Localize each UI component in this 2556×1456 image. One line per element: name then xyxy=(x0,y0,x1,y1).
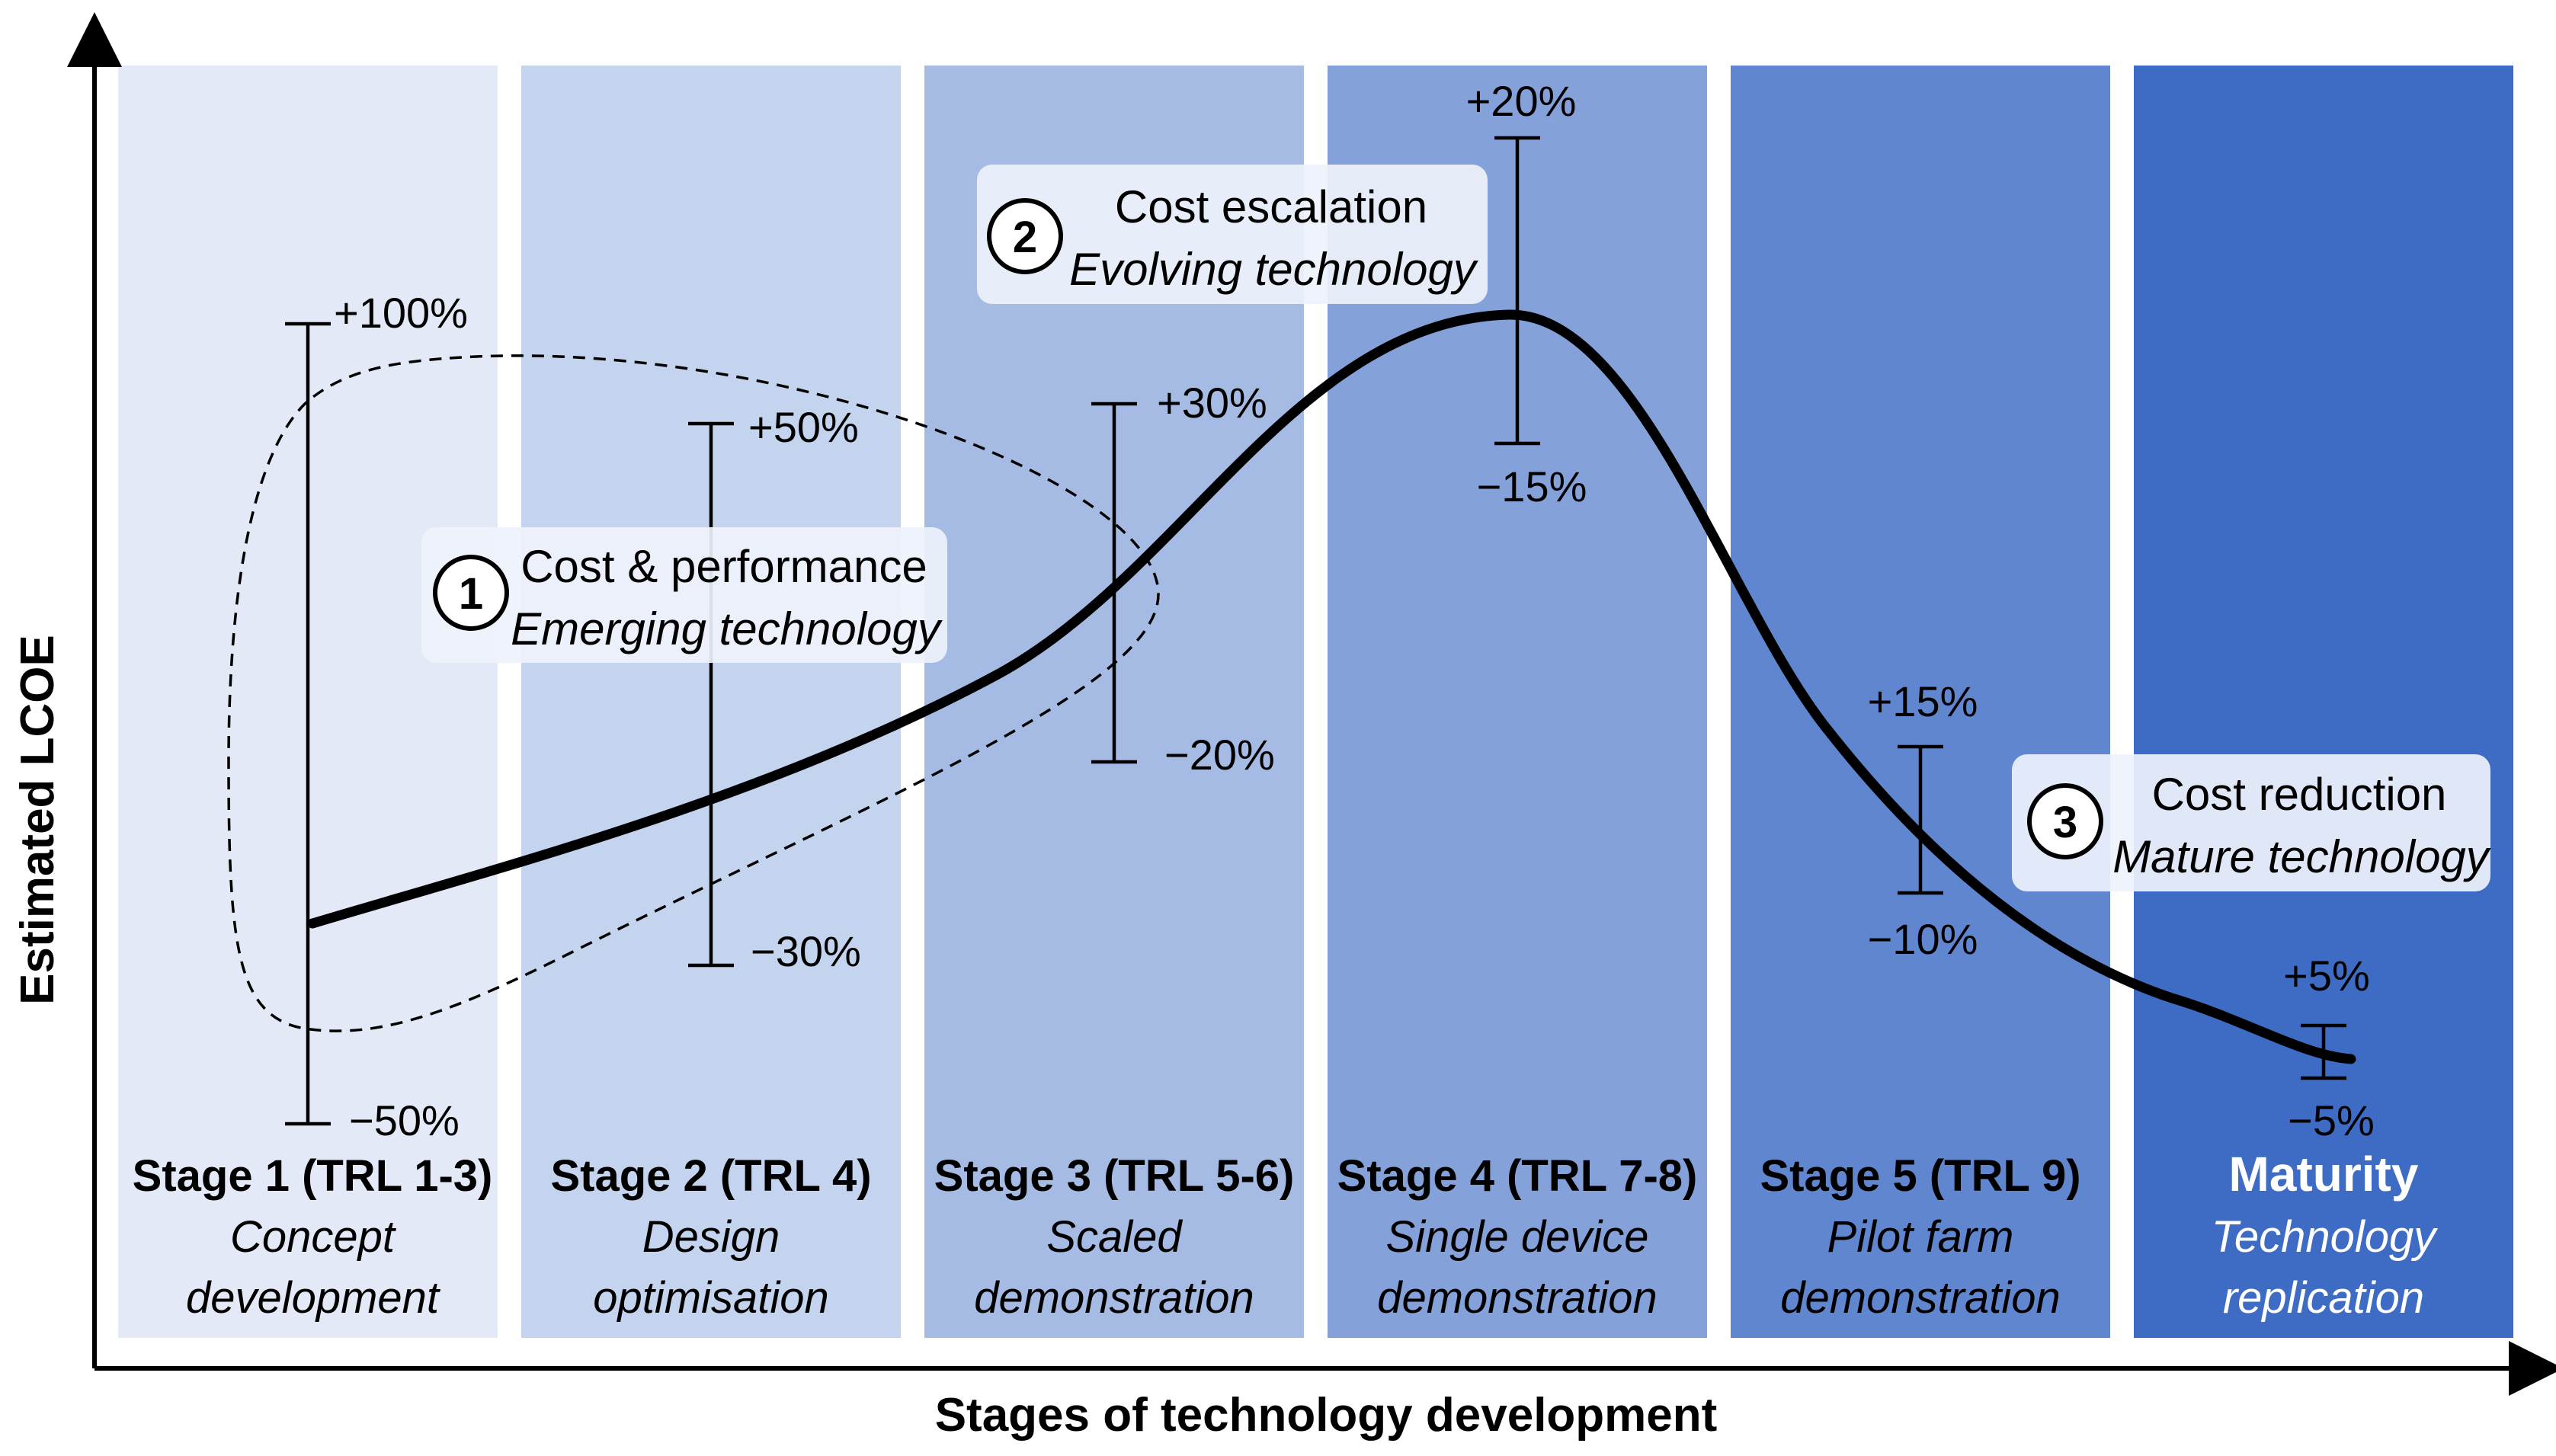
annotation-3-badge xyxy=(2027,783,2103,859)
annotation-1-subtitle: Emerging technology xyxy=(511,603,943,654)
stage-3-title: Stage 3 (TRL 5-6) xyxy=(934,1151,1295,1201)
stage-4-title: Stage 4 (TRL 7-8) xyxy=(1337,1151,1698,1201)
annotation-2-box xyxy=(977,165,1488,304)
y-axis-label: Estimated LCOE xyxy=(11,635,64,1005)
stage-3-line1: Scaled xyxy=(1046,1212,1183,1262)
stage-2-title: Stage 2 (TRL 4) xyxy=(550,1151,871,1201)
stage-label-maturity: Maturity Technology replication xyxy=(2212,1147,2439,1323)
uncertainty-bars xyxy=(285,136,2346,1126)
annotation-3-subtitle: Mature technology xyxy=(2112,831,2492,882)
stage-4-line1: Single device xyxy=(1386,1212,1649,1262)
stage-labels: Stage 1 (TRL 1-3) Concept development St… xyxy=(133,1147,2439,1323)
error-bar-stage-2 xyxy=(688,421,734,968)
stage-5-line1: Pilot farm xyxy=(1827,1212,2014,1262)
stage-1-line2: development xyxy=(186,1273,441,1323)
error-bar-stage-5 xyxy=(1898,744,1943,895)
stage-label-3: Stage 3 (TRL 5-6) Scaled demonstration xyxy=(934,1151,1295,1323)
range-low-maturity: −5% xyxy=(2288,1096,2375,1144)
maturity-line1: Technology xyxy=(2212,1212,2439,1262)
annotation-1-badge xyxy=(433,555,509,631)
annotation-2-number: 2 xyxy=(1013,213,1037,262)
stage-label-5: Stage 5 (TRL 9) Pilot farm demonstration xyxy=(1760,1151,2080,1323)
maturity-line2: replication xyxy=(2223,1273,2424,1323)
stage-label-2: Stage 2 (TRL 4) Design optimisation xyxy=(550,1151,871,1323)
emerging-technology-region xyxy=(227,354,1160,1032)
range-labels: +100% −50% +50% −30% +30% −20% +20% −15%… xyxy=(334,77,2375,1144)
range-high-stage-4: +20% xyxy=(1466,77,1577,125)
annotation-1-number: 1 xyxy=(459,569,483,619)
lcoe-curve xyxy=(307,309,2356,1064)
stage-1-title: Stage 1 (TRL 1-3) xyxy=(133,1151,493,1201)
range-low-stage-4: −15% xyxy=(1477,462,1587,510)
range-low-stage-5: −10% xyxy=(1868,915,1978,963)
annotation-1: 1 Cost & performance Emerging technology xyxy=(421,527,947,663)
annotation-3-box xyxy=(2012,754,2490,891)
stage-band-5 xyxy=(1731,66,2110,1338)
range-high-maturity: +5% xyxy=(2283,952,2370,1000)
range-high-stage-3: +30% xyxy=(1157,379,1267,427)
error-bar-stage-1 xyxy=(285,322,331,1126)
stage-2-line2: optimisation xyxy=(593,1273,828,1323)
annotation-2-subtitle: Evolving technology xyxy=(1069,244,1479,295)
range-low-stage-3: −20% xyxy=(1164,731,1275,779)
stage-1-line1: Concept xyxy=(230,1212,397,1262)
maturity-title: Maturity xyxy=(2229,1147,2419,1202)
stage-5-title: Stage 5 (TRL 9) xyxy=(1760,1151,2080,1201)
error-bar-stage-4 xyxy=(1494,136,1540,446)
stage-4-line2: demonstration xyxy=(1377,1273,1658,1323)
stage-band-maturity xyxy=(2134,66,2513,1338)
stage-label-1: Stage 1 (TRL 1-3) Concept development xyxy=(133,1151,493,1323)
stage-label-4: Stage 4 (TRL 7-8) Single device demonstr… xyxy=(1337,1151,1698,1323)
annotation-1-title: Cost & performance xyxy=(520,541,927,592)
range-high-stage-5: +15% xyxy=(1868,677,1978,725)
x-axis-label: Stages of technology development xyxy=(935,1389,1718,1442)
annotation-3-title: Cost reduction xyxy=(2152,769,2447,820)
annotation-2-title: Cost escalation xyxy=(1115,181,1427,232)
annotation-2-badge xyxy=(987,198,1063,274)
annotation-2: 2 Cost escalation Evolving technology xyxy=(977,165,1488,304)
stage-5-line2: demonstration xyxy=(1780,1273,2061,1323)
range-high-stage-2: +50% xyxy=(748,403,859,451)
stage-2-line1: Design xyxy=(642,1212,780,1262)
range-low-stage-1: −50% xyxy=(349,1096,460,1144)
stage-3-line2: demonstration xyxy=(974,1273,1254,1323)
annotation-1-box xyxy=(421,527,947,663)
range-low-stage-2: −30% xyxy=(751,927,861,975)
annotation-3: 3 Cost reduction Mature technology xyxy=(2012,754,2492,891)
annotation-3-number: 3 xyxy=(2053,798,2077,847)
range-high-stage-1: +100% xyxy=(334,289,468,337)
